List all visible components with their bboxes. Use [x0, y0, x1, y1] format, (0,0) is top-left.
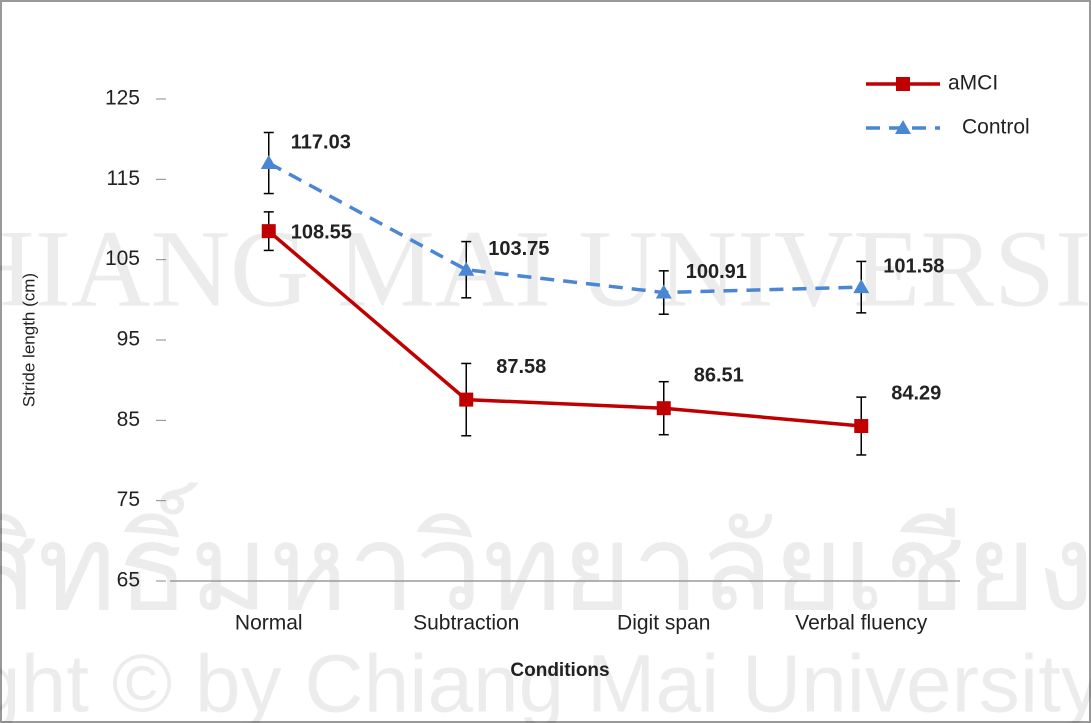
point: [853, 279, 870, 294]
x-axis-title: Conditions: [510, 660, 609, 681]
value-label: 86.51: [694, 364, 744, 386]
legend-item: aMCI: [866, 72, 998, 95]
point: [261, 224, 276, 239]
point: [854, 419, 869, 434]
line: [267, 161, 862, 295]
y-tick-label: 125: [105, 87, 140, 110]
value-label: 100.91: [686, 261, 747, 283]
x-tick-label: Subtraction: [413, 612, 519, 635]
x-tick-label: Digit span: [617, 612, 710, 635]
watermark: Copyright © by Chiang Mai University: [0, 639, 1091, 723]
value-label: 103.75: [488, 238, 549, 260]
y-tick-label: 105: [105, 247, 140, 270]
value-label: 108.55: [291, 221, 352, 243]
value-label: 101.58: [883, 255, 944, 277]
y-tick-label: 85: [117, 408, 140, 431]
watermark: ลิขสิทธิ์มหาวิทยาลัยเชียงใหม่: [0, 482, 1091, 636]
value-label: 87.58: [496, 356, 546, 378]
legend-label: Control: [962, 116, 1030, 139]
y-tick-label: 95: [117, 328, 140, 351]
x-tick-label: Normal: [235, 612, 303, 635]
legend-label: aMCI: [948, 72, 998, 95]
x-tick-label: Verbal fluency: [795, 612, 927, 635]
y-tick-label: 65: [117, 569, 140, 592]
point: [260, 155, 277, 170]
point: [459, 392, 474, 407]
y-tick-label: 115: [107, 167, 140, 190]
watermark: CHIANG MAI UNIVERSITY: [0, 207, 1091, 329]
y-tick-label: 75: [117, 488, 140, 511]
legend-marker: [896, 77, 910, 91]
point: [458, 261, 475, 276]
series: 108.55 87.58 86.51 84.29: [261, 211, 941, 456]
value-label: 117.03: [291, 131, 351, 153]
legend-marker: [895, 120, 911, 134]
series: 117.03 103.75 100.91 101.58: [260, 131, 944, 315]
point: [656, 401, 671, 416]
line: [267, 229, 862, 428]
value-label: 84.29: [891, 382, 941, 404]
legend-item: Control: [866, 116, 1030, 139]
y-axis-title: Stride length (cm): [19, 273, 38, 407]
point: [655, 284, 672, 299]
